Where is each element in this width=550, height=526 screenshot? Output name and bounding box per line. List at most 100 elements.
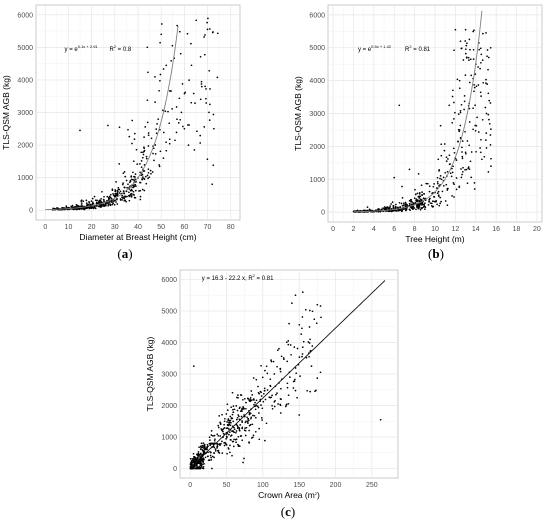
scatter-point (436, 176, 439, 179)
scatter-point (459, 40, 462, 43)
scatter-point (134, 183, 137, 186)
scatter-point (298, 323, 301, 326)
scatter-point (428, 185, 431, 188)
scatter-point (160, 33, 163, 36)
scatter-point (465, 152, 467, 155)
scatter-point (260, 364, 262, 367)
scatter-point (487, 171, 490, 173)
scatter-point (112, 200, 115, 203)
scatter-point (231, 454, 233, 457)
scatter-point (196, 466, 199, 468)
scatter-point (412, 201, 414, 204)
scatter-point (147, 145, 150, 147)
scatter-point (201, 457, 204, 460)
scatter-point (80, 202, 83, 204)
scatter-point (243, 397, 246, 400)
scatter-point (402, 202, 405, 205)
scatter-point (233, 438, 235, 441)
scatter-point (135, 185, 137, 187)
scatter-point (431, 206, 434, 208)
scatter-point (159, 41, 161, 44)
scatter-point (439, 175, 442, 177)
scatter-point (154, 101, 156, 103)
scatter-point (249, 400, 251, 403)
scatter-point (147, 134, 150, 137)
scatter-point (200, 442, 203, 445)
scatter-point (232, 445, 235, 448)
caption-close-paren: ) (291, 504, 295, 519)
scatter-point (376, 208, 379, 211)
scatter-point (194, 459, 196, 461)
scatter-point (481, 158, 483, 161)
scatter-point (149, 169, 152, 172)
scatter-point (231, 413, 234, 416)
scatter-point (308, 309, 311, 312)
scatter-point (466, 182, 469, 185)
scatter-point (131, 119, 134, 122)
scatter-point (100, 205, 103, 207)
scatter-point (409, 198, 412, 201)
scatter-point (121, 199, 123, 201)
x-tick-label: 10 (65, 224, 73, 231)
scatter-point (455, 159, 458, 161)
scatter-point (487, 92, 490, 95)
scatter-point (158, 89, 160, 92)
scatter-point (192, 467, 195, 470)
scatter-point (159, 150, 162, 153)
scatter-point (295, 372, 298, 375)
y-axis-title: TLS-QSM AGB (kg) (293, 76, 303, 151)
r-squared-symbol: R (109, 47, 114, 53)
scatter-point (280, 355, 283, 358)
scatter-point (308, 355, 310, 358)
scatter-point (79, 207, 82, 210)
scatter-point (489, 134, 492, 136)
scatter-point (270, 360, 273, 363)
scatter-point (401, 197, 404, 199)
scatter-point (221, 452, 224, 454)
scatter-point (238, 415, 240, 418)
scatter-point (113, 203, 116, 206)
scatter-point (247, 398, 250, 400)
scatter-point (129, 189, 132, 192)
scatter-point (216, 449, 219, 452)
scatter-point (282, 357, 285, 359)
scatter-point (98, 200, 100, 203)
scatter-point (418, 207, 420, 209)
x-axis-title-sup: 2 (315, 491, 318, 496)
scatter-point (210, 430, 213, 432)
y-tick-label: 0 (29, 208, 33, 215)
scatter-point (273, 373, 276, 375)
scatter-point (253, 414, 256, 417)
scatter-point (252, 436, 254, 439)
scatter-point (148, 176, 151, 179)
scatter-point (433, 183, 435, 185)
scatter-point (249, 423, 252, 426)
scatter-point (294, 389, 297, 392)
x-tick-label: 60 (180, 224, 188, 231)
scatter-point (473, 188, 476, 190)
scatter-point (217, 451, 220, 454)
scatter-point (229, 435, 232, 437)
scatter-point (461, 146, 463, 149)
scatter-point (449, 172, 452, 175)
scatter-point (485, 139, 487, 141)
scatter-point (199, 448, 202, 451)
scatter-point (165, 149, 168, 152)
scatter-point (248, 429, 250, 432)
scatter-point (400, 202, 403, 205)
caption-open-paren: ( (281, 504, 285, 519)
scatter-point (484, 106, 487, 109)
scatter-point (122, 172, 125, 175)
scatter-point (442, 176, 445, 179)
scatter-point (213, 456, 215, 459)
scatter-point (107, 124, 109, 127)
scatter-point (187, 124, 189, 126)
scatter-point (401, 210, 403, 213)
scatter-point (103, 195, 105, 198)
scatter-point (456, 78, 459, 81)
scatter-point (237, 414, 240, 416)
y-axis-title: TLS-QSM AGB (kg) (1, 75, 11, 150)
scatter-point (412, 205, 415, 208)
scatter-point (260, 417, 263, 419)
scatter-point (453, 196, 455, 198)
